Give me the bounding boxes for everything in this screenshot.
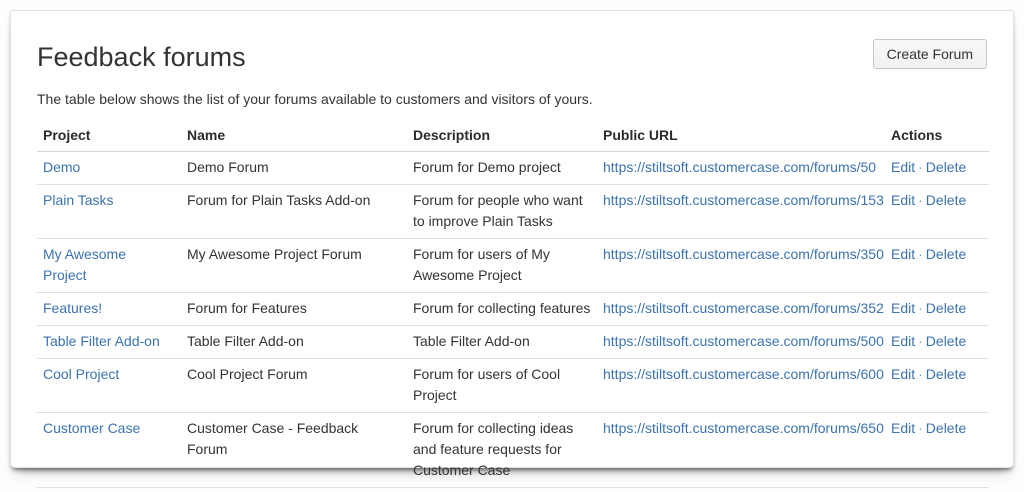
project-link[interactable]: Cool Project <box>43 366 120 382</box>
public-url-link[interactable]: https://stiltsoft.customercase.com/forum… <box>603 246 884 262</box>
public-url-cell: https://stiltsoft.customercase.com/forum… <box>597 325 885 359</box>
column-header-name: Name <box>181 120 407 152</box>
edit-link[interactable]: Edit <box>891 246 916 262</box>
column-header-actions: Actions <box>885 120 989 152</box>
project-cell: Features! <box>37 292 181 326</box>
forum-name-cell: My Awesome Project Forum <box>181 238 407 293</box>
actions-cell: Edit · Delete <box>885 184 989 239</box>
delete-link[interactable]: Delete <box>925 192 967 208</box>
forum-description-cell: Forum for collecting features <box>407 292 597 326</box>
forums-table: Project Name Description Public URL Acti… <box>37 120 989 488</box>
action-separator: · <box>918 159 923 175</box>
public-url-cell: https://stiltsoft.customercase.com/forum… <box>597 238 885 293</box>
action-separator: · <box>918 300 923 316</box>
delete-link[interactable]: Delete <box>925 300 967 316</box>
column-header-public-url: Public URL <box>597 120 885 152</box>
table-row: Plain Tasks Forum for Plain Tasks Add-on… <box>37 184 989 239</box>
actions-cell: Edit · Delete <box>885 151 989 185</box>
action-separator: · <box>918 366 923 382</box>
forum-name-cell: Cool Project Forum <box>181 358 407 413</box>
public-url-link[interactable]: https://stiltsoft.customercase.com/forum… <box>603 366 884 382</box>
column-header-description: Description <box>407 120 597 152</box>
table-row: Features! Forum for Features Forum for c… <box>37 292 989 326</box>
actions-cell: Edit · Delete <box>885 292 989 326</box>
project-cell: Customer Case <box>37 412 181 488</box>
forum-description-cell: Forum for Demo project <box>407 151 597 185</box>
action-separator: · <box>918 246 923 262</box>
table-header-row: Project Name Description Public URL Acti… <box>37 120 989 152</box>
actions-cell: Edit · Delete <box>885 358 989 413</box>
public-url-cell: https://stiltsoft.customercase.com/forum… <box>597 412 885 488</box>
project-cell: Cool Project <box>37 358 181 413</box>
project-link[interactable]: Customer Case <box>43 420 141 436</box>
delete-link[interactable]: Delete <box>925 246 967 262</box>
forum-description-cell: Forum for collecting ideas and feature r… <box>407 412 597 488</box>
project-cell: My Awesome Project <box>37 238 181 293</box>
project-link[interactable]: My Awesome Project <box>43 246 126 283</box>
action-separator: · <box>918 333 923 349</box>
public-url-link[interactable]: https://stiltsoft.customercase.com/forum… <box>603 159 877 175</box>
edit-link[interactable]: Edit <box>891 300 916 316</box>
public-url-cell: https://stiltsoft.customercase.com/forum… <box>597 151 885 185</box>
project-link[interactable]: Plain Tasks <box>43 192 114 208</box>
forum-table-body: Demo Demo Forum Forum for Demo project h… <box>37 151 989 488</box>
delete-link[interactable]: Delete <box>925 366 967 382</box>
table-row: Customer Case Customer Case - Feedback F… <box>37 412 989 488</box>
forum-description-cell: Forum for users of My Awesome Project <box>407 238 597 293</box>
forum-name-cell: Customer Case - Feedback Forum <box>181 412 407 488</box>
actions-cell: Edit · Delete <box>885 325 989 359</box>
public-url-link[interactable]: https://stiltsoft.customercase.com/forum… <box>603 333 884 349</box>
page-title: Feedback forums <box>37 42 246 72</box>
forum-name-cell: Table Filter Add-on <box>181 325 407 359</box>
table-row: Cool Project Cool Project Forum Forum fo… <box>37 358 989 413</box>
public-url-link[interactable]: https://stiltsoft.customercase.com/forum… <box>603 420 884 436</box>
project-link[interactable]: Table Filter Add-on <box>43 333 160 349</box>
delete-link[interactable]: Delete <box>925 159 967 175</box>
column-header-project: Project <box>37 120 181 152</box>
page-description: The table below shows the list of your f… <box>37 91 593 107</box>
public-url-link[interactable]: https://stiltsoft.customercase.com/forum… <box>603 192 884 208</box>
forum-description-cell: Forum for users of Cool Project <box>407 358 597 413</box>
public-url-cell: https://stiltsoft.customercase.com/forum… <box>597 358 885 413</box>
table-row: My Awesome Project My Awesome Project Fo… <box>37 238 989 293</box>
action-separator: · <box>918 192 923 208</box>
forum-name-cell: Forum for Features <box>181 292 407 326</box>
table-row: Demo Demo Forum Forum for Demo project h… <box>37 151 989 185</box>
forum-description-cell: Forum for people who want to improve Pla… <box>407 184 597 239</box>
actions-cell: Edit · Delete <box>885 238 989 293</box>
table-row: Table Filter Add-on Table Filter Add-on … <box>37 325 989 359</box>
forum-description-cell: Table Filter Add-on <box>407 325 597 359</box>
create-forum-button[interactable]: Create Forum <box>872 39 987 69</box>
action-separator: · <box>918 420 923 436</box>
delete-link[interactable]: Delete <box>925 420 967 436</box>
page-header: Feedback forums Create Forum <box>37 37 987 73</box>
edit-link[interactable]: Edit <box>891 192 916 208</box>
forum-name-cell: Forum for Plain Tasks Add-on <box>181 184 407 239</box>
edit-link[interactable]: Edit <box>891 366 916 382</box>
public-url-cell: https://stiltsoft.customercase.com/forum… <box>597 292 885 326</box>
project-link[interactable]: Features! <box>43 300 103 316</box>
edit-link[interactable]: Edit <box>891 420 916 436</box>
delete-link[interactable]: Delete <box>925 333 967 349</box>
project-cell: Table Filter Add-on <box>37 325 181 359</box>
forum-name-cell: Demo Forum <box>181 151 407 185</box>
feedback-forums-panel: Feedback forums Create Forum The table b… <box>10 10 1014 488</box>
public-url-link[interactable]: https://stiltsoft.customercase.com/forum… <box>603 300 884 316</box>
project-link[interactable]: Demo <box>43 159 81 175</box>
public-url-cell: https://stiltsoft.customercase.com/forum… <box>597 184 885 239</box>
edit-link[interactable]: Edit <box>891 333 916 349</box>
project-cell: Plain Tasks <box>37 184 181 239</box>
project-cell: Demo <box>37 151 181 185</box>
edit-link[interactable]: Edit <box>891 159 916 175</box>
actions-cell: Edit · Delete <box>885 412 989 488</box>
